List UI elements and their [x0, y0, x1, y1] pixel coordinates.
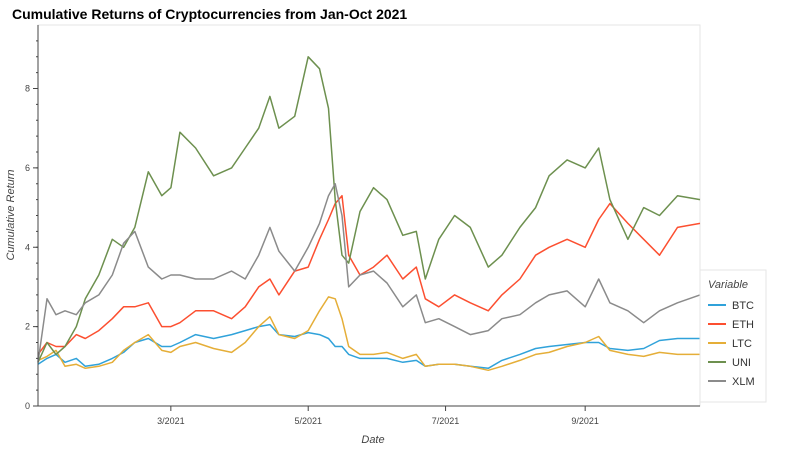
y-tick-label: 8 [25, 84, 30, 94]
legend: Variable BTC ETH LTC UNI XLM [699, 269, 767, 403]
y-axis-title: Cumulative Return [5, 169, 17, 260]
y-tick-label: 6 [25, 163, 30, 173]
x-tick-label: 3/2021 [157, 416, 185, 426]
series-layer [37, 56, 701, 372]
x-axis: 3/2021 5/2021 7/2021 9/2021 [157, 406, 599, 426]
y-tick-label: 0 [25, 401, 30, 411]
legend-label-btc: BTC [732, 300, 754, 312]
series-line-ltc [37, 296, 700, 372]
x-axis-title: Date [361, 434, 384, 446]
y-axis: 0 2 4 6 8 [25, 40, 38, 411]
legend-label-xlm: XLM [732, 376, 755, 388]
y-tick-label: 2 [25, 322, 30, 332]
y-tick-label: 4 [25, 242, 30, 252]
x-tick-label: 5/2021 [294, 416, 322, 426]
x-tick-label: 7/2021 [432, 416, 460, 426]
legend-label-eth: ETH [732, 319, 754, 331]
series-line-btc [37, 323, 700, 370]
legend-label-uni: UNI [732, 357, 751, 369]
x-tick-label: 9/2021 [571, 416, 599, 426]
series-line-uni [37, 56, 701, 363]
series-line-xlm [37, 183, 701, 363]
legend-title: Variable [708, 279, 748, 291]
legend-label-ltc: LTC [732, 338, 752, 350]
chart-title: Cumulative Returns of Cryptocurrencies f… [12, 6, 408, 22]
